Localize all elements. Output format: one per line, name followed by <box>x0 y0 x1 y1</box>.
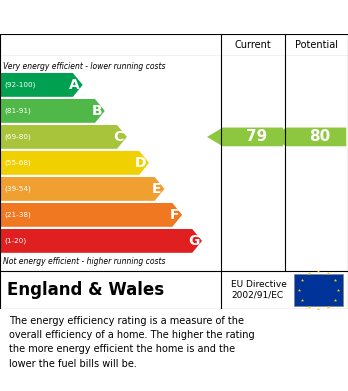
Polygon shape <box>0 151 149 175</box>
Text: Energy Efficiency Rating: Energy Efficiency Rating <box>9 9 219 25</box>
Polygon shape <box>0 99 105 123</box>
Text: EU Directive
2002/91/EC: EU Directive 2002/91/EC <box>231 280 287 300</box>
Text: B: B <box>92 104 102 118</box>
Text: A: A <box>69 78 80 92</box>
Text: F: F <box>169 208 179 222</box>
Text: D: D <box>135 156 147 170</box>
Text: Not energy efficient - higher running costs: Not energy efficient - higher running co… <box>3 257 166 266</box>
Text: (1-20): (1-20) <box>4 238 26 244</box>
Text: Current: Current <box>235 40 271 50</box>
Text: Very energy efficient - lower running costs: Very energy efficient - lower running co… <box>3 62 166 71</box>
Text: 79: 79 <box>246 129 267 144</box>
Text: G: G <box>188 234 200 248</box>
Polygon shape <box>271 127 346 146</box>
Polygon shape <box>0 125 127 149</box>
Text: England & Wales: England & Wales <box>7 281 164 299</box>
Text: (39-54): (39-54) <box>4 186 31 192</box>
Text: Potential: Potential <box>295 40 338 50</box>
Text: C: C <box>114 130 124 144</box>
Text: (69-80): (69-80) <box>4 134 31 140</box>
Text: (55-68): (55-68) <box>4 160 31 166</box>
Polygon shape <box>207 127 283 146</box>
Polygon shape <box>0 73 83 97</box>
Polygon shape <box>0 229 202 253</box>
FancyBboxPatch shape <box>294 274 343 306</box>
Text: (21-38): (21-38) <box>4 212 31 218</box>
Text: (81-91): (81-91) <box>4 108 31 114</box>
Text: 80: 80 <box>309 129 331 144</box>
Text: E: E <box>152 182 161 196</box>
Polygon shape <box>0 177 164 201</box>
Text: The energy efficiency rating is a measure of the
overall efficiency of a home. T: The energy efficiency rating is a measur… <box>9 316 254 369</box>
Text: (92-100): (92-100) <box>4 82 35 88</box>
Polygon shape <box>0 203 182 227</box>
